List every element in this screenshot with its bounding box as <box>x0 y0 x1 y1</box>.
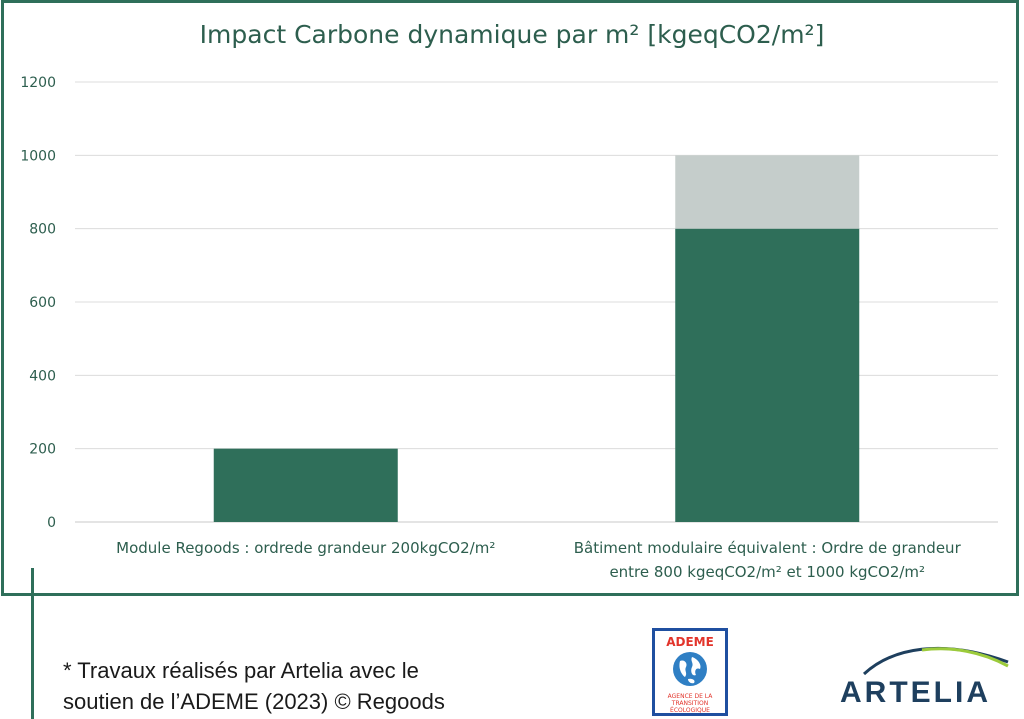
bar-chart: 0 200 400 600 800 1000 1200 Module Regoods : or… <box>20 75 998 581</box>
chart-frame <box>1 0 1019 596</box>
x-tick-label: Bâtiment modulaire équivalent : Ordre de… <box>574 539 962 557</box>
ademe-logo-name: ADEME <box>666 635 714 649</box>
divider-line <box>31 568 34 719</box>
ademe-logo: ADEME AGENCE DE LA TRANSITION ÉCOLOGIQUE <box>652 628 728 716</box>
artelia-logo: ARTELIA <box>840 676 991 709</box>
y-tick-label: 400 <box>29 368 56 384</box>
footnote-line-2: soutien de l’ADEME (2023) © Regoods <box>63 689 445 714</box>
globe-icon <box>673 652 707 686</box>
y-tick-label: 800 <box>29 222 56 238</box>
bar-segment <box>675 155 860 229</box>
y-tick-label: 1200 <box>20 75 56 91</box>
x-tick-label: entre 800 kgeqCO2/m² et 1000 kgCO2/m² <box>609 563 925 581</box>
ademe-sub-3: ÉCOLOGIQUE <box>670 707 710 714</box>
ademe-sub-2: TRANSITION <box>671 700 709 707</box>
x-tick-label: Module Regoods : ordrede grandeur 200kgC… <box>116 539 495 557</box>
artelia-swoosh-icon <box>862 646 1009 676</box>
ademe-sub-1: AGENCE DE LA <box>667 693 713 700</box>
chart-title: Impact Carbone dynamique par m² [kgeqCO2… <box>199 20 825 49</box>
bar-segment <box>213 448 398 522</box>
bar-segment <box>675 228 860 522</box>
y-tick-label: 600 <box>29 295 56 311</box>
footnote: * Travaux réalisés par Artelia avec le s… <box>63 655 445 717</box>
y-tick-label: 0 <box>47 515 56 531</box>
y-tick-label: 1000 <box>20 148 56 164</box>
ademe-logo-subtitle: AGENCE DE LA TRANSITION ÉCOLOGIQUE <box>655 693 725 714</box>
y-tick-label: 200 <box>29 442 56 458</box>
footnote-line-1: * Travaux réalisés par Artelia avec le <box>63 658 419 683</box>
